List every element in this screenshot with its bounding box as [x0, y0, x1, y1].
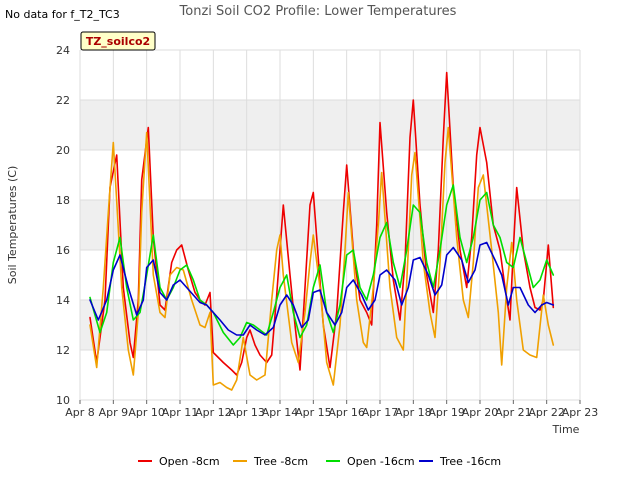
x-tick-label: Apr 23 — [562, 406, 599, 419]
x-tick-label: Apr 14 — [262, 406, 299, 419]
x-tick-label: Apr 20 — [462, 406, 499, 419]
plot-band — [80, 200, 580, 250]
plot-band — [80, 100, 580, 150]
x-tick-label: Apr 16 — [328, 406, 365, 419]
y-axis-ticks: 10 12 14 16 18 20 22 24 — [56, 44, 70, 407]
x-tick-label: Apr 10 — [128, 406, 165, 419]
grid-lines — [79, 49, 581, 401]
y-tick-label: 18 — [56, 194, 70, 207]
legend-label: Open -8cm — [159, 455, 220, 468]
series-line-1 — [89, 126, 555, 391]
x-tick-label: Apr 12 — [195, 406, 232, 419]
x-tick-label: Apr 21 — [495, 406, 532, 419]
x-tick-label: Apr 11 — [162, 406, 199, 419]
x-tick-label: Apr 13 — [228, 406, 265, 419]
x-tick-label: Apr 19 — [428, 406, 465, 419]
x-tick-label: Apr 15 — [295, 406, 332, 419]
no-data-note: No data for f_T2_TC3 — [5, 8, 120, 21]
x-axis-label: Time — [552, 423, 580, 436]
series-lines — [89, 71, 555, 391]
chart-title: Tonzi Soil CO2 Profile: Lower Temperatur… — [179, 4, 457, 19]
x-tick-label: Apr 22 — [528, 406, 565, 419]
y-tick-label: 24 — [56, 44, 70, 57]
series-line-3 — [89, 241, 555, 336]
x-tick-label: Apr 17 — [362, 406, 399, 419]
x-tick-label: Apr 18 — [395, 406, 432, 419]
x-tick-label: Apr 9 — [99, 406, 129, 419]
y-axis-label: Soil Temperatures (C) — [6, 166, 19, 285]
y-tick-label: 22 — [56, 94, 70, 107]
legend-label: Tree -8cm — [253, 455, 308, 468]
legend: Open -8cm Tree -8cm Open -16cm Tree -16cm — [138, 455, 501, 468]
x-tick-label: Apr 8 — [65, 406, 95, 419]
legend-label: Tree -16cm — [439, 455, 501, 468]
y-tick-label: 16 — [56, 244, 70, 257]
y-tick-label: 14 — [56, 294, 70, 307]
y-tick-label: 12 — [56, 344, 70, 357]
badge: TZ_soilco2 — [80, 31, 156, 51]
legend-label: Open -16cm — [347, 455, 415, 468]
badge-label: TZ_soilco2 — [86, 35, 150, 48]
y-tick-label: 10 — [56, 394, 70, 407]
y-tick-label: 20 — [56, 144, 70, 157]
